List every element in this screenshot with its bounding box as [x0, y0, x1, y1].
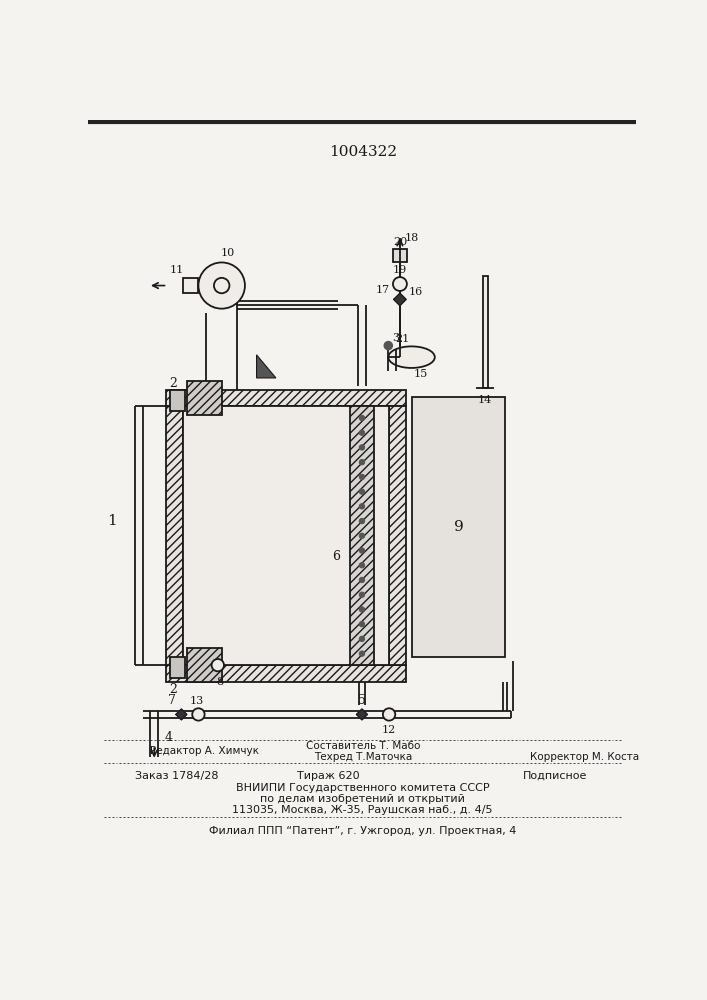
- Text: ВНИИПИ Государственного комитета СССР: ВНИИПИ Государственного комитета СССР: [236, 783, 489, 793]
- Text: 15: 15: [414, 369, 428, 379]
- Circle shape: [192, 708, 204, 721]
- Circle shape: [383, 708, 395, 721]
- Text: 2: 2: [169, 683, 177, 696]
- Circle shape: [359, 415, 365, 421]
- Text: 13: 13: [189, 696, 204, 706]
- Circle shape: [359, 592, 365, 597]
- Polygon shape: [257, 355, 276, 378]
- Text: 6: 6: [332, 550, 340, 563]
- Circle shape: [359, 474, 365, 480]
- Circle shape: [359, 548, 365, 553]
- Circle shape: [359, 563, 365, 568]
- Text: 14: 14: [478, 395, 492, 405]
- Bar: [483, 276, 488, 388]
- Bar: [351, 406, 373, 665]
- Text: 11: 11: [170, 265, 184, 275]
- Text: 2: 2: [169, 377, 177, 390]
- Text: Тираж 620: Тираж 620: [298, 771, 360, 781]
- Circle shape: [359, 430, 365, 435]
- Ellipse shape: [388, 346, 435, 368]
- Text: 3: 3: [392, 333, 399, 343]
- Text: по делам изобретений и открытий: по делам изобретений и открытий: [260, 794, 465, 804]
- Circle shape: [393, 277, 407, 291]
- Circle shape: [359, 504, 365, 509]
- Bar: [183, 406, 389, 665]
- Text: 19: 19: [393, 265, 407, 275]
- Text: 12: 12: [382, 725, 396, 735]
- Circle shape: [359, 533, 365, 538]
- Text: Филиал ППП “Патент”, г. Ужгород, ул. Проектная, 4: Филиал ППП “Патент”, г. Ужгород, ул. Про…: [209, 826, 516, 836]
- Text: Техред Т.Маточка: Техред Т.Маточка: [314, 752, 412, 762]
- Text: 17: 17: [376, 285, 390, 295]
- Text: 20: 20: [393, 237, 407, 247]
- Circle shape: [359, 651, 365, 656]
- Circle shape: [359, 445, 365, 450]
- Text: 1: 1: [107, 514, 117, 528]
- Bar: [187, 381, 222, 415]
- Text: 16: 16: [409, 287, 423, 297]
- Text: Редактор А. Химчук: Редактор А. Химчук: [151, 746, 259, 756]
- Text: 7: 7: [168, 694, 176, 707]
- Text: Корректор М. Коста: Корректор М. Коста: [530, 752, 639, 762]
- Text: 4: 4: [164, 731, 173, 744]
- Text: 10: 10: [221, 248, 235, 258]
- Bar: [166, 406, 183, 665]
- Circle shape: [359, 577, 365, 583]
- Bar: [389, 406, 406, 665]
- Polygon shape: [356, 709, 368, 720]
- Circle shape: [199, 262, 245, 309]
- Text: 1004322: 1004322: [329, 145, 397, 159]
- Text: Подписное: Подписное: [522, 771, 587, 781]
- Bar: [170, 389, 185, 411]
- Text: 8: 8: [216, 677, 223, 687]
- Circle shape: [359, 636, 365, 642]
- Polygon shape: [394, 293, 406, 306]
- Circle shape: [359, 459, 365, 465]
- Bar: [187, 648, 222, 682]
- Bar: [166, 665, 406, 682]
- Text: 18: 18: [404, 233, 419, 243]
- Polygon shape: [176, 709, 187, 720]
- Circle shape: [211, 659, 224, 671]
- Circle shape: [214, 278, 230, 293]
- Text: 9: 9: [454, 520, 464, 534]
- Circle shape: [359, 621, 365, 627]
- Bar: [183, 278, 199, 293]
- Circle shape: [385, 342, 392, 349]
- Text: 5: 5: [358, 694, 366, 707]
- Circle shape: [359, 489, 365, 494]
- Text: 21: 21: [395, 334, 409, 344]
- Text: Заказ 1784/28: Заказ 1784/28: [135, 771, 218, 781]
- Text: Составитель Т. Мабо: Составитель Т. Мабо: [305, 741, 420, 751]
- Bar: [412, 397, 506, 657]
- Bar: [166, 389, 406, 406]
- Bar: [170, 657, 185, 678]
- Circle shape: [359, 607, 365, 612]
- Text: 113035, Москва, Ж-35, Раушская наб., д. 4/5: 113035, Москва, Ж-35, Раушская наб., д. …: [233, 805, 493, 815]
- Circle shape: [359, 518, 365, 524]
- Bar: [393, 249, 407, 262]
